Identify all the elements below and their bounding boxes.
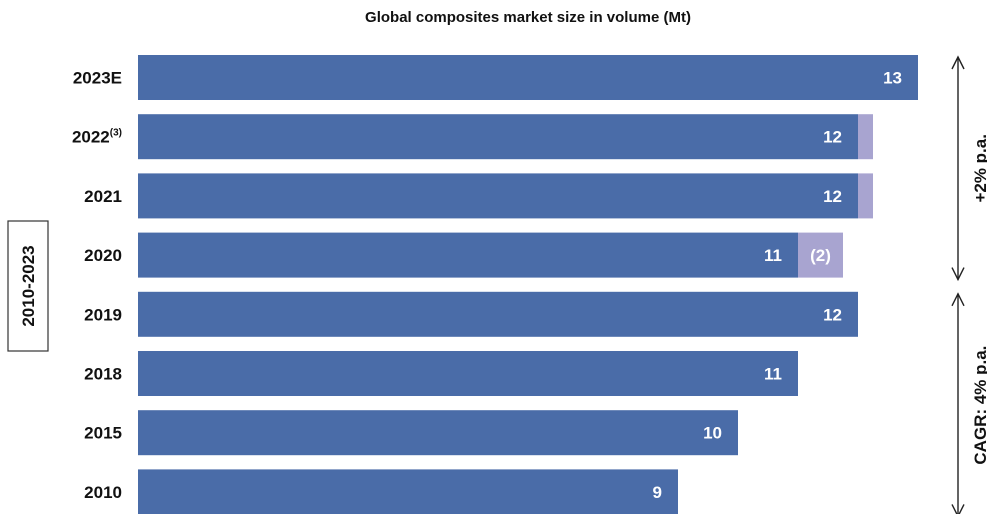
category-label-2022: 2022(3) [72, 128, 122, 147]
value-label-2020: 11 [764, 246, 782, 265]
bar-2018 [138, 351, 798, 396]
category-label-2015: 2015 [84, 424, 122, 443]
chart-title: Global composites market size in volume … [365, 9, 691, 26]
bar-2021 [138, 173, 858, 219]
value-label-2022: 12 [823, 128, 842, 147]
value-label-2010: 9 [653, 483, 662, 502]
category-label-2010: 2010 [84, 483, 122, 502]
value-label-2018: 11 [764, 365, 782, 384]
bar-2015 [138, 410, 738, 456]
arrow-down-icon [951, 267, 965, 282]
value-label-2015: 10 [703, 424, 722, 443]
category-label-2021: 2021 [84, 187, 122, 206]
value-label-2019: 12 [823, 305, 842, 324]
category-label-2023e: 2023E [73, 69, 122, 88]
category-label-2019: 2019 [84, 305, 122, 324]
growth-label-2: CAGR: 4% p.a. [971, 346, 987, 465]
bar-2023e [138, 55, 918, 100]
arrow-up-icon [951, 292, 965, 307]
bar-2010 [138, 469, 678, 514]
growth-bracket-1: +2% p.a. [951, 55, 987, 282]
period-box [7, 220, 49, 352]
bar-extra-2022 [858, 114, 873, 160]
bar-2019 [138, 291, 858, 337]
category-label-2018: 2018 [84, 365, 122, 384]
arrow-down-icon [951, 504, 965, 514]
category-label-2020: 2020 [84, 246, 122, 265]
value-label-2023e: 13 [883, 69, 902, 88]
bar-2020 [138, 232, 798, 278]
bar-2022 [138, 114, 858, 160]
growth-label-1: +2% p.a. [971, 134, 987, 203]
bar-extra-2021 [858, 173, 873, 219]
period-box-label: 2010-2023 [19, 245, 38, 326]
arrow-up-icon [951, 55, 965, 70]
growth-bracket-2: CAGR: 4% p.a. [951, 292, 987, 514]
bar-extra-2020 [798, 232, 843, 278]
value-label-2021: 12 [823, 187, 842, 206]
segment-note-2020: (2) [810, 246, 831, 265]
